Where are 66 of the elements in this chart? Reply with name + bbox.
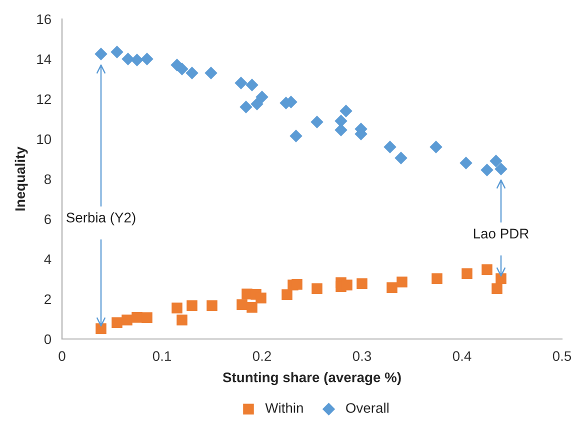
point: [234, 76, 248, 90]
point: [122, 314, 132, 326]
y-tick-label: 16: [37, 14, 51, 24]
point: [250, 98, 264, 110]
y-tick-label: 6: [44, 214, 51, 224]
y-tick-label: 0: [44, 334, 52, 344]
x-tick-label: 0.3: [352, 351, 372, 362]
point: [204, 66, 218, 80]
point: [396, 276, 408, 288]
point: [462, 268, 472, 279]
point: [312, 283, 322, 294]
point: [432, 273, 442, 284]
point: [430, 140, 442, 154]
point: [356, 278, 368, 289]
x-axis-title: Stunting share (average %): [222, 372, 401, 386]
point: [482, 264, 492, 275]
point: [122, 52, 134, 66]
point: [172, 302, 182, 314]
point: [394, 152, 408, 164]
x-tick-label: 0.2: [252, 351, 271, 362]
point: [140, 52, 154, 66]
annotation: Serbia (Y2): [66, 212, 136, 226]
y-tick-label: 14: [37, 54, 52, 64]
point: [386, 282, 398, 293]
point: [460, 156, 472, 170]
y-tick-label: 2: [44, 294, 51, 304]
x-tick-label: 0.1: [152, 351, 171, 362]
point: [290, 130, 302, 142]
point: [496, 273, 506, 284]
point: [480, 164, 494, 176]
point: [492, 283, 502, 294]
point: [94, 48, 108, 60]
y-tick-label: 10: [37, 134, 52, 144]
point: [142, 312, 152, 323]
x-tick-label: 0: [58, 351, 66, 362]
annotation: Lao PDR: [474, 228, 529, 238]
point: [256, 292, 266, 304]
x-tick-label: 0.5: [552, 351, 572, 362]
point: [310, 116, 324, 128]
point: [340, 104, 352, 118]
x-tick-label: 0.4: [452, 351, 472, 362]
y-tick-label: 12: [37, 94, 51, 104]
point: [176, 314, 188, 326]
point: [256, 90, 268, 104]
y-tick-label: 4: [44, 254, 52, 264]
point: [132, 312, 142, 323]
point: [110, 46, 124, 58]
point: [384, 140, 396, 154]
legend-label: Overall: [346, 402, 388, 413]
point: [236, 299, 248, 310]
point: [130, 54, 144, 66]
point: [206, 300, 218, 311]
legend-label: Within: [265, 402, 303, 413]
point: [282, 289, 292, 300]
point: [246, 302, 258, 313]
point: [112, 317, 122, 328]
point: [240, 100, 252, 114]
point: [292, 279, 302, 290]
point: [494, 162, 508, 176]
y-tick-label: 8: [44, 174, 51, 184]
y-axis-title: Inequality: [14, 146, 28, 210]
point: [186, 300, 198, 311]
point: [490, 154, 502, 168]
point: [96, 323, 106, 334]
point: [186, 66, 198, 80]
point: [246, 78, 258, 92]
